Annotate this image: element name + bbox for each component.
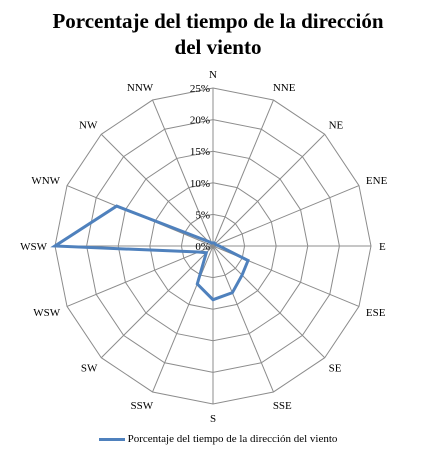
r-tick-label: 20%	[190, 115, 210, 127]
category-label: SW	[81, 363, 98, 375]
grid-spoke	[100, 245, 214, 359]
category-label: WSW	[20, 241, 48, 253]
grid-spoke	[212, 133, 326, 247]
category-label: NNE	[273, 82, 296, 94]
category-label: E	[379, 241, 386, 253]
legend: Porcentaje del tiempo de la dirección de…	[0, 432, 436, 446]
category-label: SSE	[273, 400, 292, 412]
r-tick-label: 5%	[195, 209, 210, 221]
chart-title: Porcentaje del tiempo de la dirección de…	[0, 8, 436, 60]
chart-title-line-2: del viento	[174, 35, 262, 59]
legend-swatch	[98, 437, 125, 441]
grid-spoke	[152, 245, 214, 393]
grid-spoke	[152, 99, 214, 247]
grid-spoke	[212, 245, 274, 393]
grid-spoke	[100, 133, 214, 247]
legend-label: Porcentaje del tiempo de la dirección de…	[127, 433, 338, 445]
grid-spoke	[66, 245, 214, 307]
category-label: SE	[329, 363, 342, 375]
series-line	[50, 204, 250, 302]
r-tick-label: 10%	[190, 178, 210, 190]
category-label: ENE	[366, 175, 388, 187]
category-label: NNW	[127, 82, 154, 94]
category-label: WNW	[31, 175, 60, 187]
grid-spoke	[212, 185, 360, 247]
r-tick-label: 25%	[190, 83, 210, 95]
category-label: WSW	[33, 307, 61, 319]
r-tick-label: 15%	[190, 146, 210, 158]
category-label: ESE	[366, 307, 386, 319]
category-label: NW	[79, 119, 98, 131]
category-label: N	[209, 69, 217, 81]
grid-spoke	[212, 245, 326, 359]
category-label: SSW	[131, 400, 154, 412]
r-tick-label: 0%	[195, 241, 210, 253]
grid-spoke	[212, 99, 274, 247]
chart-title-line-1: Porcentaje del tiempo de la dirección	[52, 9, 384, 33]
category-label: S	[210, 413, 216, 425]
category-label: NE	[329, 119, 344, 131]
